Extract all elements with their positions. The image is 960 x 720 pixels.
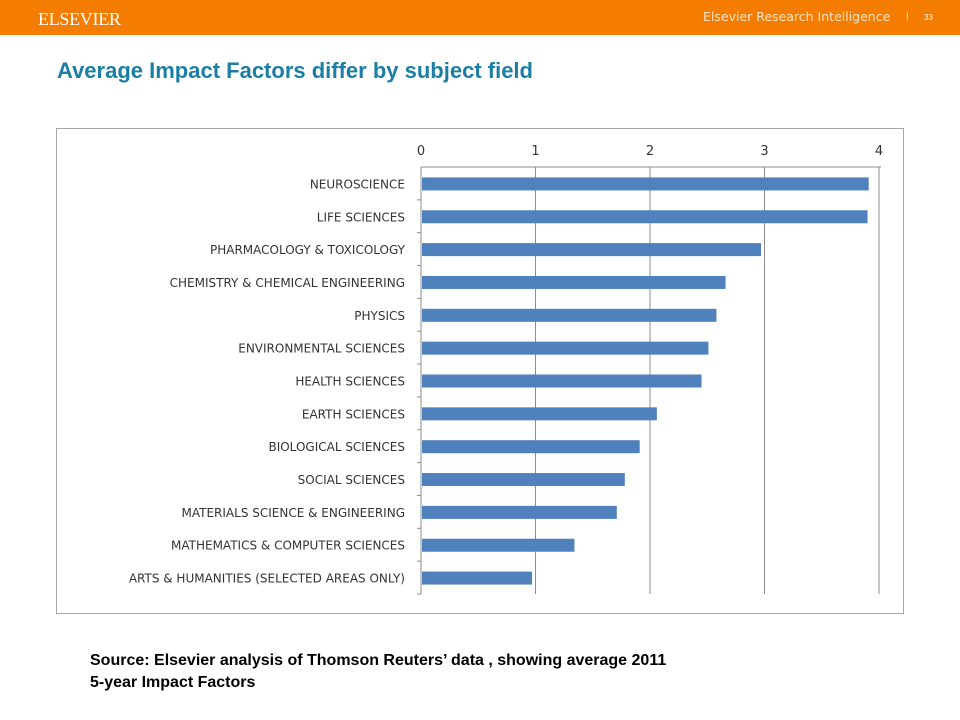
category-label: MATERIALS SCIENCE & ENGINEERING <box>182 506 405 520</box>
bar <box>422 407 657 421</box>
page-number: 33 <box>924 13 933 22</box>
slide-title: Average Impact Factors differ by subject… <box>57 58 533 83</box>
category-label: EARTH SCIENCES <box>302 407 405 421</box>
bar <box>422 538 575 552</box>
category-label: PHYSICS <box>354 309 405 323</box>
category-label: MATHEMATICS & COMPUTER SCIENCES <box>171 539 405 553</box>
x-tick-label: 0 <box>417 144 425 159</box>
bar <box>422 374 702 388</box>
elsevier-logo: ELSEVIER <box>38 9 121 29</box>
research-intelligence-label: Elsevier Research Intelligence <box>703 9 891 24</box>
chart-frame: 0 1 2 3 4 NEUROSCIENCE LIFE SCIENCES PHARMACOLO… <box>56 128 904 614</box>
bar <box>422 341 709 355</box>
category-label: NEUROSCIENCE <box>310 177 405 191</box>
bar <box>422 473 625 487</box>
header-bar: ELSEVIER Elsevier Research Intelligence … <box>0 0 960 35</box>
bar <box>422 571 533 585</box>
bar <box>422 243 762 257</box>
x-tick-label: 4 <box>875 144 883 159</box>
category-label: ARTS & HUMANITIES (SELECTED AREAS ONLY) <box>129 572 405 586</box>
bar <box>422 505 617 519</box>
x-tick-label: 3 <box>760 144 768 159</box>
x-tick-label: 1 <box>531 144 539 159</box>
category-label: CHEMISTRY & CHEMICAL ENGINEERING <box>170 276 405 290</box>
bar <box>422 308 717 322</box>
bar-chart: 0 1 2 3 4 NEUROSCIENCE LIFE SCIENCES PHARMACOLO… <box>129 144 883 595</box>
category-label: PHARMACOLOGY & TOXICOLOGY <box>210 243 406 257</box>
source-note: Source: Elsevier analysis of Thomson Reu… <box>90 650 910 694</box>
category-label: BIOLOGICAL SCIENCES <box>268 440 405 454</box>
source-line-2: 5-year Impact Factors <box>90 674 256 691</box>
category-label: ENVIRONMENTAL SCIENCES <box>238 342 405 356</box>
x-tick-label: 2 <box>646 144 654 159</box>
category-label: HEALTH SCIENCES <box>295 375 405 389</box>
bar <box>422 275 726 289</box>
bar <box>422 177 869 191</box>
category-label: SOCIAL SCIENCES <box>298 473 405 487</box>
bar <box>422 210 868 224</box>
bar <box>422 440 640 454</box>
header-separator: | <box>906 11 909 22</box>
category-label: LIFE SCIENCES <box>317 210 405 224</box>
source-line-1: Source: Elsevier analysis of Thomson Reu… <box>90 652 667 669</box>
